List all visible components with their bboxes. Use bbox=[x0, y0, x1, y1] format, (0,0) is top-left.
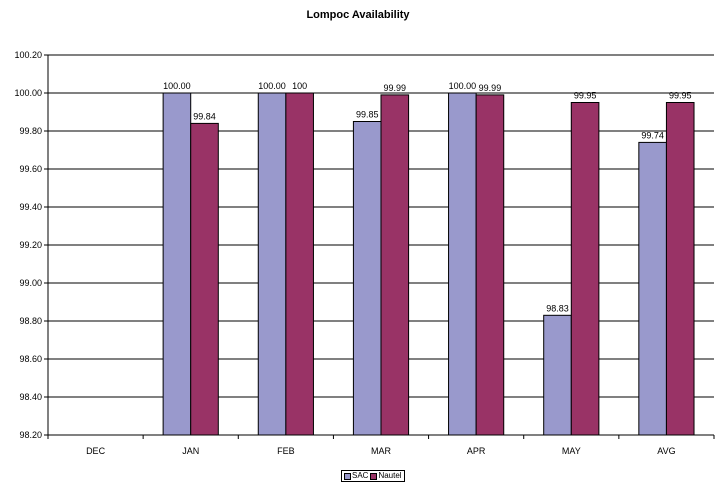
y-tick-label: 99.40 bbox=[19, 202, 42, 212]
legend: SAC Nautel bbox=[341, 470, 405, 482]
y-tick-label: 98.60 bbox=[19, 354, 42, 364]
y-tick-label: 98.40 bbox=[19, 392, 42, 402]
x-tick-label: AVG bbox=[657, 446, 675, 456]
data-label: 99.99 bbox=[384, 83, 407, 93]
bar-nautel bbox=[380, 94, 410, 436]
data-label: 99.85 bbox=[356, 110, 379, 120]
y-tick-label: 99.80 bbox=[19, 126, 42, 136]
data-label: 99.74 bbox=[641, 130, 664, 140]
chart-title: Lompoc Availability bbox=[306, 9, 410, 21]
data-label: 100.00 bbox=[258, 81, 286, 91]
bar-nautel bbox=[665, 102, 695, 436]
bar-nautel bbox=[570, 102, 600, 436]
bar-nautel bbox=[475, 94, 505, 436]
x-tick-label: JAN bbox=[182, 446, 199, 456]
data-label: 99.95 bbox=[669, 91, 692, 101]
bar-sac bbox=[352, 121, 382, 436]
y-tick-label: 100.00 bbox=[14, 88, 42, 98]
y-tick-label: 99.60 bbox=[19, 164, 42, 174]
x-tick-label: FEB bbox=[277, 446, 295, 456]
data-label: 99.84 bbox=[193, 111, 216, 121]
data-label: 100.00 bbox=[449, 81, 477, 91]
x-tick-label: DEC bbox=[86, 446, 106, 456]
y-tick-label: 99.00 bbox=[19, 278, 42, 288]
y-tick-label: 98.80 bbox=[19, 316, 42, 326]
bar-nautel bbox=[190, 122, 219, 436]
y-tick-label: 100.20 bbox=[14, 50, 42, 60]
legend-entry-sac: SAC bbox=[344, 471, 368, 481]
bar-sac bbox=[638, 141, 667, 436]
bar-sac bbox=[257, 92, 287, 436]
legend-swatch-sac bbox=[344, 472, 351, 480]
y-tick-label: 98.20 bbox=[19, 430, 42, 440]
x-tick-label: MAY bbox=[562, 446, 581, 456]
data-label: 99.99 bbox=[479, 83, 502, 93]
bar-sac bbox=[162, 92, 192, 436]
data-label: 99.95 bbox=[574, 91, 597, 101]
legend-label-nautel: Nautel bbox=[378, 471, 402, 480]
x-tick-label: APR bbox=[467, 446, 486, 456]
bar-nautel bbox=[285, 92, 314, 436]
legend-entry-nautel: Nautel bbox=[370, 471, 402, 481]
bar-sac bbox=[448, 92, 477, 436]
legend-swatch-nautel bbox=[370, 472, 378, 480]
y-tick-label: 99.20 bbox=[19, 240, 42, 250]
bar-sac bbox=[543, 314, 572, 436]
data-label: 98.83 bbox=[546, 303, 569, 313]
legend-label-sac: SAC bbox=[352, 471, 369, 480]
data-label: 100.00 bbox=[163, 81, 191, 91]
data-label: 100 bbox=[292, 81, 307, 91]
x-tick-label: MAR bbox=[371, 446, 392, 456]
